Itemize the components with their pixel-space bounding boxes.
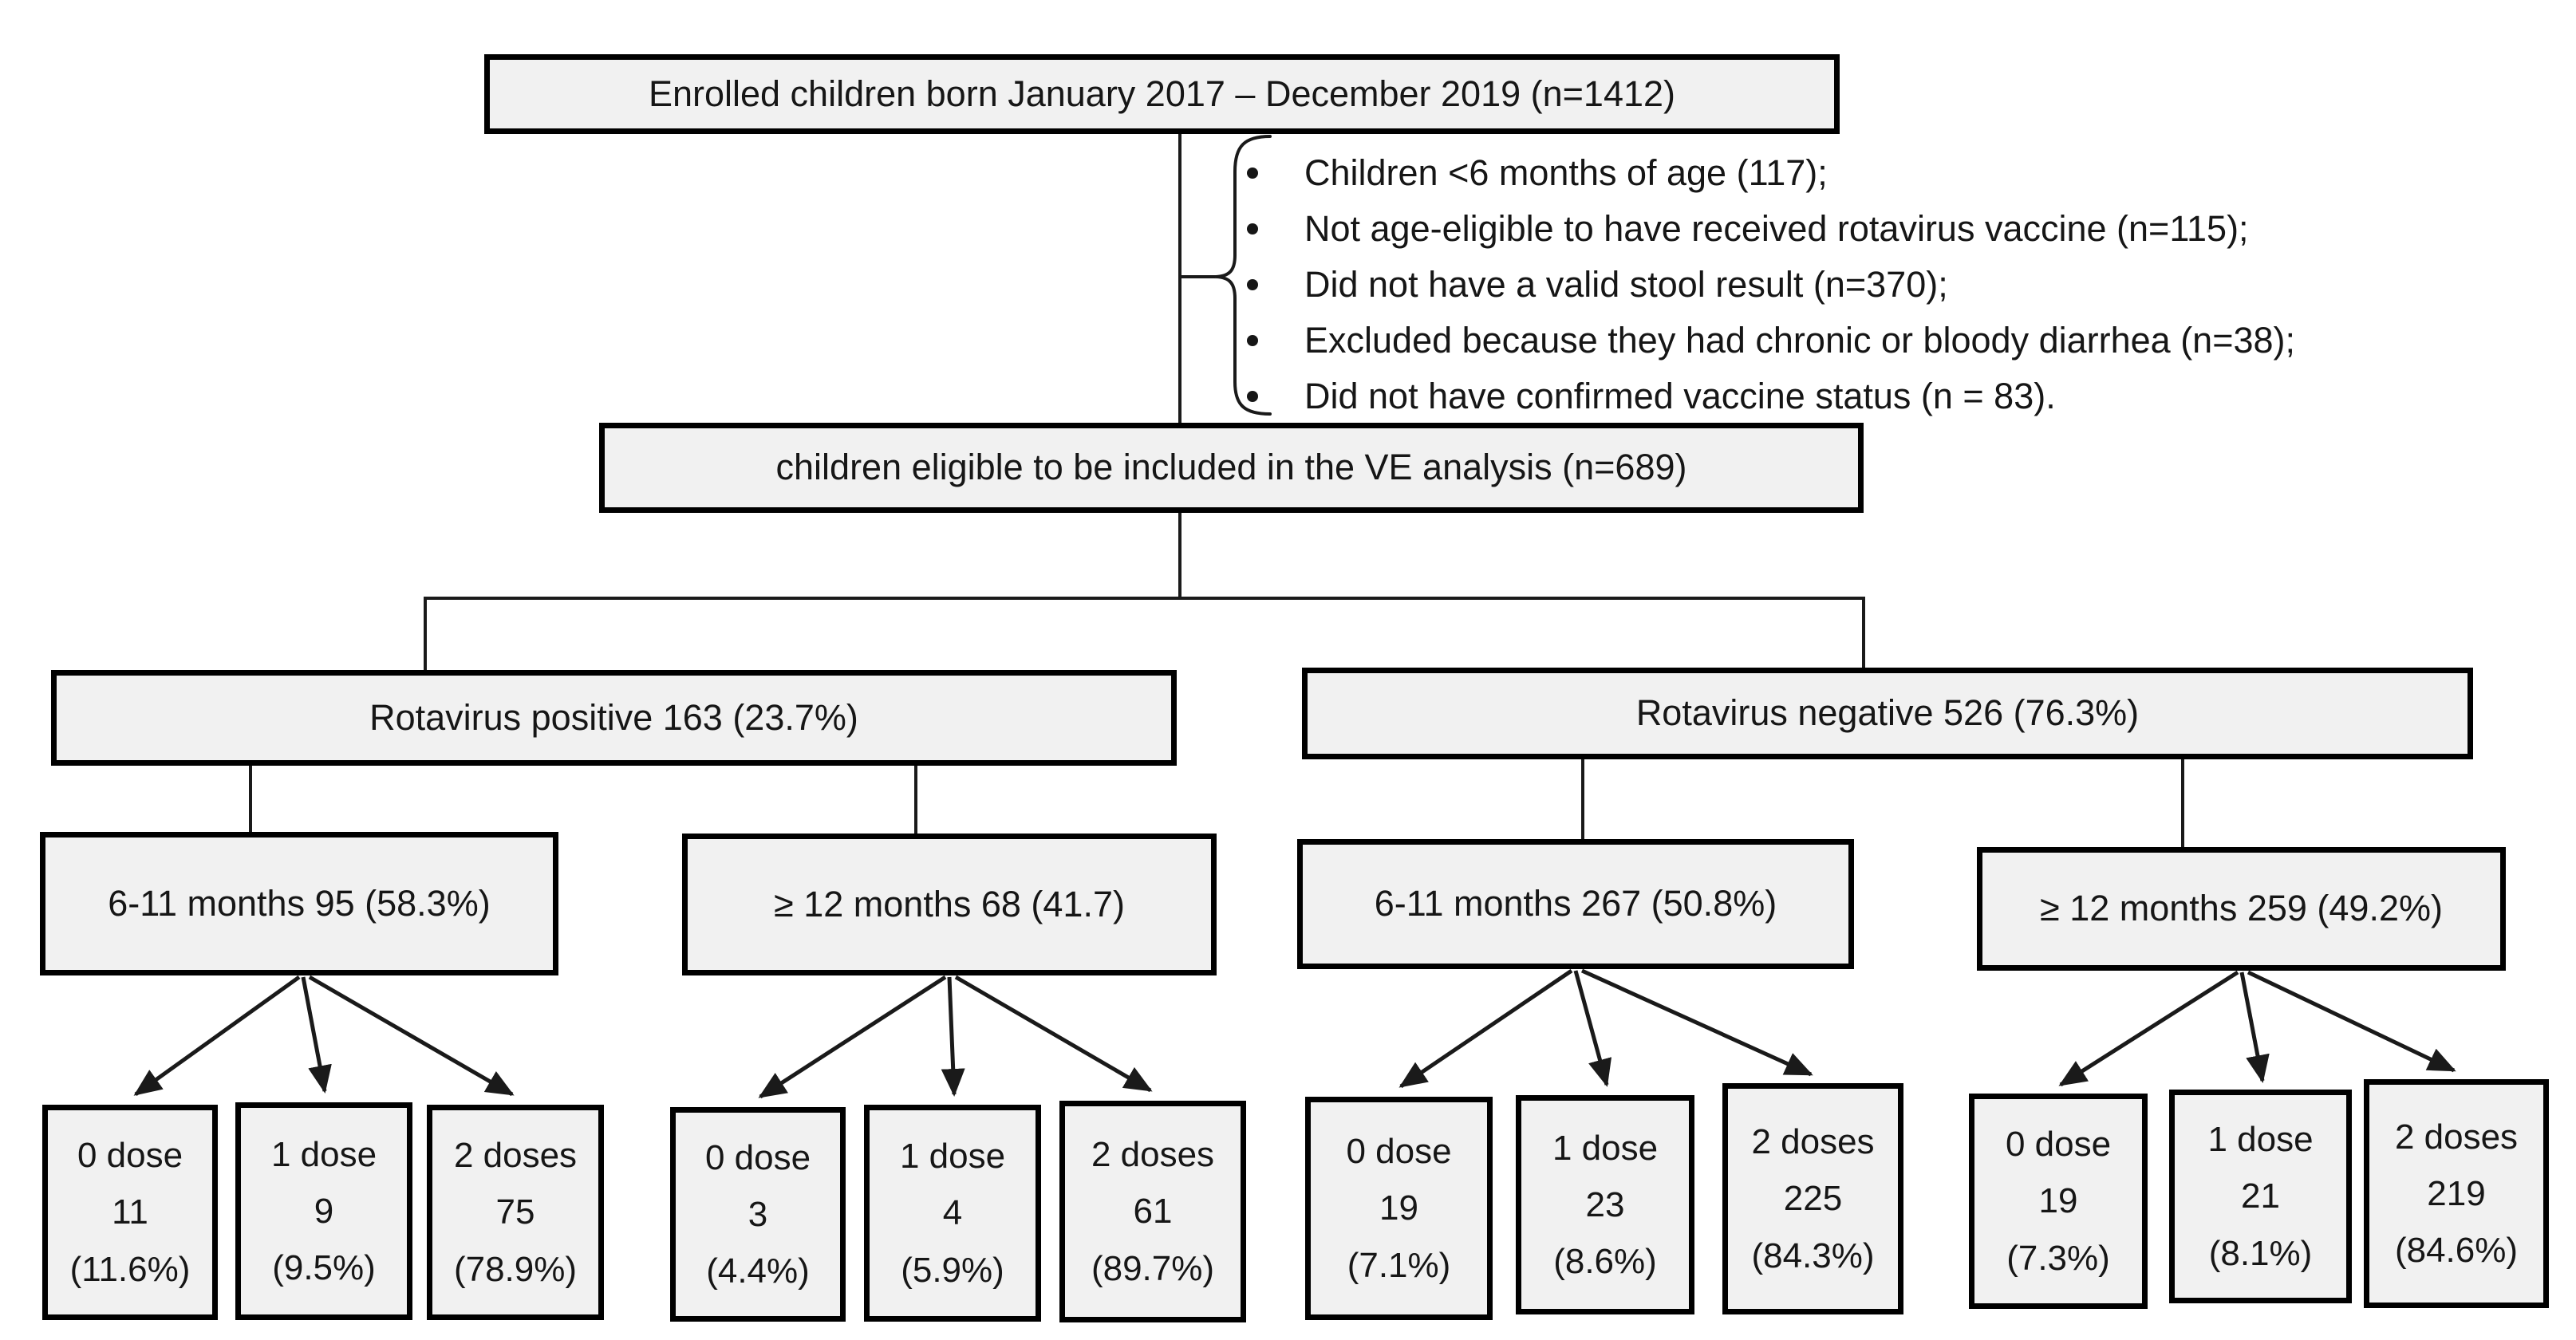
dose-box-pos12-0dose: 0 dose 3 (4.4%) <box>670 1107 846 1322</box>
rotavirus-negative-text: Rotavirus negative 526 (76.3%) <box>1635 692 2140 734</box>
exclusion-text: Did not have confirmed vaccine status (n… <box>1304 376 2056 416</box>
arrow-neg611-2doses <box>1580 968 1813 1077</box>
age-box-neg-12plus: ≥ 12 months 259 (49.2%) <box>1977 847 2506 971</box>
root-box-text: Enrolled children born January 2017 – De… <box>648 73 1676 114</box>
dose-pct: (11.6%) <box>69 1249 191 1289</box>
dose-pct: (7.1%) <box>1347 1245 1451 1285</box>
dose-box-pos12-1dose: 1 dose 4 (5.9%) <box>864 1105 1041 1322</box>
dose-label: 2 doses <box>2394 1117 2519 1157</box>
dose-box-pos611-1dose: 1 dose 9 (9.5%) <box>235 1102 412 1320</box>
dose-label: 0 dose <box>2005 1125 2112 1165</box>
dose-label: 1 dose <box>1552 1128 1659 1168</box>
eligible-box: children eligible to be included in the … <box>599 423 1864 513</box>
dose-pct: (84.6%) <box>2394 1231 2519 1271</box>
dose-pct: (84.3%) <box>1751 1236 1875 1275</box>
arrow-neg611-1dose <box>1573 970 1612 1087</box>
dose-pct: (7.3%) <box>2006 1238 2110 1278</box>
arrow-pos611-0dose <box>133 975 301 1097</box>
rotavirus-positive-text: Rotavirus positive 163 (23.7%) <box>369 696 858 738</box>
age-box-text: 6-11 months 95 (58.3%) <box>108 882 491 924</box>
dose-count: 75 <box>495 1192 535 1232</box>
age-box-neg-6-11: 6-11 months 267 (50.8%) <box>1297 839 1854 969</box>
dose-count: 9 <box>314 1191 334 1231</box>
dose-box-pos611-2doses: 2 doses 75 (78.9%) <box>427 1105 604 1320</box>
arrow-neg611-0dose <box>1398 968 1573 1089</box>
rotavirus-negative-box: Rotavirus negative 526 (76.3%) <box>1302 668 2473 759</box>
bullet-icon <box>1247 391 1258 402</box>
dose-pct: (5.9%) <box>901 1250 1004 1290</box>
dose-box-pos611-0dose: 0 dose 11 (11.6%) <box>42 1105 218 1320</box>
dose-arrows <box>133 968 2456 1099</box>
dose-label: 2 doses <box>453 1136 578 1176</box>
dose-label: 0 dose <box>704 1137 811 1177</box>
dose-count: 219 <box>2427 1173 2486 1213</box>
bullet-icon <box>1247 335 1258 346</box>
dose-count: 19 <box>2038 1181 2078 1221</box>
arrow-neg12-0dose <box>2058 970 2239 1087</box>
dose-pct: (8.6%) <box>1553 1242 1657 1282</box>
rotavirus-positive-box: Rotavirus positive 163 (23.7%) <box>51 670 1177 766</box>
dose-box-neg12-2doses: 2 doses 219 (84.6%) <box>2364 1079 2549 1308</box>
dose-label: 2 doses <box>1091 1135 1215 1175</box>
dose-count: 23 <box>1585 1184 1625 1224</box>
dose-label: 2 doses <box>1751 1122 1875 1162</box>
dose-box-neg12-0dose: 0 dose 19 (7.3%) <box>1969 1094 2148 1309</box>
dose-count: 21 <box>2241 1176 2280 1216</box>
arrow-neg12-2doses <box>2247 970 2456 1073</box>
dose-box-neg611-2doses: 2 doses 225 (84.3%) <box>1722 1083 1903 1314</box>
dose-count: 19 <box>1379 1188 1418 1228</box>
bullet-icon <box>1247 223 1258 235</box>
dose-pct: (4.4%) <box>706 1251 810 1291</box>
eligible-box-text: children eligible to be included in the … <box>775 447 1687 488</box>
tree-connector-lines <box>249 132 2184 851</box>
bullet-icon <box>1247 279 1258 290</box>
dose-label: 0 dose <box>1346 1132 1452 1172</box>
arrow-pos12-0dose <box>758 975 947 1099</box>
dose-box-neg611-0dose: 0 dose 19 (7.1%) <box>1305 1097 1493 1320</box>
dose-count: 61 <box>1133 1192 1173 1232</box>
dose-pct: (89.7%) <box>1091 1248 1215 1288</box>
age-box-pos-6-11: 6-11 months 95 (58.3%) <box>40 832 558 975</box>
dose-box-neg611-1dose: 1 dose 23 (8.6%) <box>1516 1095 1694 1314</box>
dose-pct: (9.5%) <box>272 1248 376 1288</box>
dose-label: 1 dose <box>2207 1120 2314 1160</box>
age-box-text: 6-11 months 267 (50.8%) <box>1374 883 1777 924</box>
dose-count: 4 <box>942 1193 963 1233</box>
age-box-text: ≥ 12 months 68 (41.7) <box>774 883 1125 924</box>
exclusion-list: Children <6 months of age (117); Not age… <box>1237 145 2561 424</box>
exclusion-item: Excluded because they had chronic or blo… <box>1237 313 2561 368</box>
age-box-pos-12plus: ≥ 12 months 68 (41.7) <box>682 834 1217 975</box>
dose-label: 1 dose <box>899 1137 1006 1176</box>
arrow-pos611-1dose <box>301 976 332 1094</box>
root-box: Enrolled children born January 2017 – De… <box>484 54 1840 134</box>
exclusion-item: Did not have confirmed vaccine status (n… <box>1237 368 2561 424</box>
exclusion-text: Children <6 months of age (117); <box>1304 152 1828 193</box>
age-box-text: ≥ 12 months 259 (49.2%) <box>2040 888 2443 929</box>
bullet-icon <box>1247 168 1258 179</box>
arrow-pos611-2doses <box>308 975 515 1097</box>
dose-pct: (8.1%) <box>2208 1233 2313 1273</box>
exclusion-text: Did not have a valid stool result (n=370… <box>1304 264 1948 305</box>
dose-label: 0 dose <box>77 1136 183 1176</box>
exclusion-text: Excluded because they had chronic or blo… <box>1304 320 2296 361</box>
dose-box-pos12-2doses: 2 doses 61 (89.7%) <box>1059 1101 1246 1322</box>
dose-count: 3 <box>748 1194 768 1234</box>
arrow-neg12-1dose <box>2239 972 2270 1083</box>
dose-box-neg12-1dose: 1 dose 21 (8.1%) <box>2169 1090 2352 1303</box>
dose-pct: (78.9%) <box>453 1249 578 1289</box>
arrow-pos12-2doses <box>954 975 1153 1093</box>
exclusion-item: Not age-eligible to have received rotavi… <box>1237 201 2561 257</box>
dose-label: 1 dose <box>270 1134 377 1174</box>
exclusion-item: Did not have a valid stool result (n=370… <box>1237 257 2561 313</box>
dose-count: 11 <box>112 1192 148 1232</box>
dose-count: 225 <box>1783 1179 1843 1219</box>
exclusion-brace <box>1213 135 1272 416</box>
arrow-pos12-1dose <box>941 976 965 1097</box>
exclusion-item: Children <6 months of age (117); <box>1237 145 2561 201</box>
exclusion-text: Not age-eligible to have received rotavi… <box>1304 208 2249 249</box>
